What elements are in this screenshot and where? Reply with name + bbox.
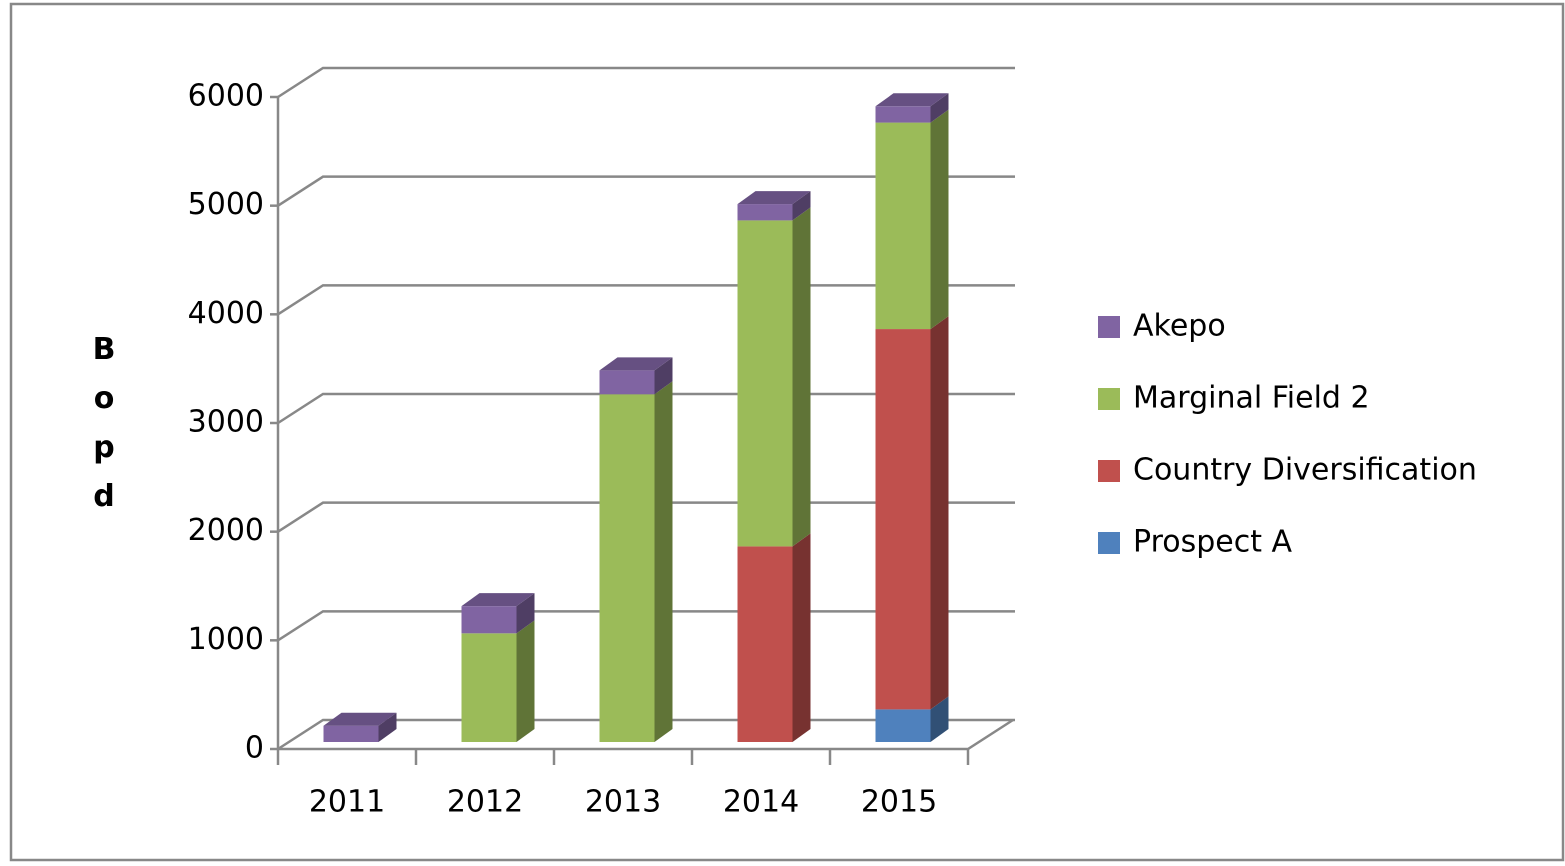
bar-side [516,593,535,634]
bar-side [930,696,949,742]
bar [737,191,811,221]
bar-side [378,712,397,742]
bar-side [792,207,811,547]
bar [875,316,949,710]
bar [599,357,673,395]
x-tick-label: 2013 [585,785,661,820]
bar-front [737,204,793,221]
bar-front [599,394,655,742]
bar-top [737,191,811,205]
bar-front [323,725,379,742]
bar [599,381,673,742]
bar-front [737,546,793,742]
bar-side [930,93,949,123]
bar-front [461,633,517,742]
y-tick-label: 0 [245,731,264,766]
bar-side [930,109,949,330]
bar-top [323,712,397,726]
grid-line [277,175,1015,207]
x-tick-label: 2014 [723,785,799,820]
legend-swatch [1098,532,1120,554]
bar-side [792,191,811,221]
bar-front [461,606,517,634]
bar-front [875,329,931,710]
x-tick-label: 2012 [447,785,523,820]
bar [737,533,811,742]
legend-swatch [1098,388,1120,410]
legend-label: Marginal Field 2 [1133,381,1370,416]
y-tick-label: 4000 [188,296,264,331]
bar-side [792,533,811,742]
bar-side [930,316,949,710]
bar [461,620,535,742]
y-tick-label: 1000 [188,622,264,657]
bar-top [875,93,949,107]
legend-label: Prospect A [1133,525,1293,560]
legend-swatch [1098,460,1120,482]
bar-front [875,709,931,742]
bar [875,109,949,330]
grid-line [277,66,1015,99]
legend-label: Akepo [1133,309,1226,344]
y-tick-label: 3000 [188,405,264,440]
bar-front [875,122,931,330]
bar-front [875,106,931,123]
bar-side [516,620,535,742]
y-tick-label: 5000 [188,187,264,222]
x-tick-label: 2011 [309,785,385,820]
bar-side [654,357,673,395]
bar [323,712,397,742]
bar-top [461,593,535,607]
y-axis-label: Bopd [87,332,122,528]
bar-front [599,370,655,395]
y-tick-label: 6000 [188,79,264,114]
bar-front [737,220,793,547]
x-tick-label: 2015 [861,785,937,820]
bar-top [599,357,673,371]
legend-label: Country Diversification [1133,453,1477,488]
bar [875,93,949,123]
y-tick-label: 2000 [188,513,264,548]
legend-swatch [1098,316,1120,338]
bar [737,207,811,547]
bar [461,593,535,634]
bar-side [654,381,673,742]
bar [875,696,949,742]
